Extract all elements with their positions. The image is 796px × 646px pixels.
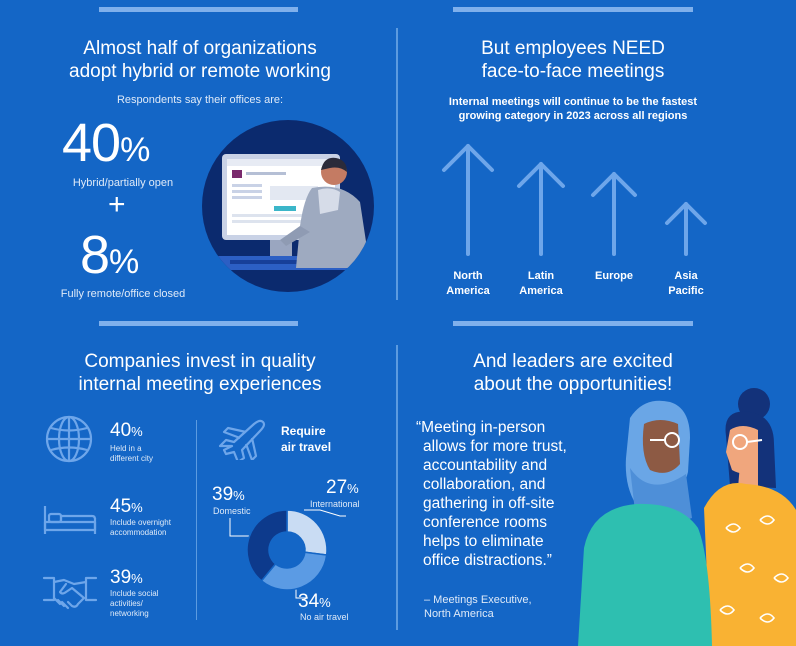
stat-hybrid-label: Hybrid/partially open <box>72 177 174 189</box>
stat-social-value: 39% <box>110 567 143 588</box>
stat-different-city-label: Held in a different city <box>110 444 153 463</box>
panel3-title: Companies invest in quality internal mee… <box>78 351 322 395</box>
donut-international-value: 27% <box>326 477 359 498</box>
region-europe: Europe <box>595 270 633 282</box>
arrow-asia-pacific-icon <box>665 202 707 256</box>
top-bar-right <box>453 7 693 12</box>
two-leaders-illustration <box>578 388 796 646</box>
region-latin-america: Latin America <box>519 270 563 297</box>
plus-sign: + <box>108 188 126 221</box>
divider-inner <box>196 420 197 620</box>
panel1-title: Almost half of organizations adopt hybri… <box>69 38 331 82</box>
stat-remote-label: Fully remote/office closed <box>60 288 186 300</box>
airplane-icon <box>218 419 266 460</box>
mid-bar-left <box>99 321 298 326</box>
handshake-icon <box>42 576 98 610</box>
panel2-title: But employees NEED face-to-face meetings <box>481 38 665 82</box>
stat-overnight-value: 45% <box>110 496 143 517</box>
arrow-latin-america-icon <box>517 162 565 256</box>
donut-none-label: No air travel <box>300 612 349 622</box>
donut-slice-domestic <box>246 509 288 582</box>
stat-social-label: Include social activities/ networking <box>110 589 159 618</box>
person-at-computer-illustration <box>202 120 374 292</box>
stat-hybrid-value: 40% <box>62 113 150 173</box>
quote-attribution: – Meetings Executive, North America <box>424 594 532 620</box>
donut-international-label: International <box>310 499 360 509</box>
donut-slice-none <box>260 551 328 591</box>
stat-different-city-value: 40% <box>110 420 143 441</box>
woman-right-figure <box>704 388 796 646</box>
leader-quote: “Meeting in-person allows for more trust… <box>416 419 567 569</box>
growth-arrows <box>442 144 707 256</box>
divider-top <box>396 28 398 300</box>
panel1-subtitle: Respondents say their offices are: <box>116 94 284 106</box>
region-asia-pacific: Asia Pacific <box>668 270 704 297</box>
donut-domestic-label: Domestic <box>213 506 251 516</box>
donut-domestic-value: 39% <box>212 484 245 505</box>
mid-bar-right <box>453 321 693 326</box>
woman-left-figure <box>578 400 712 646</box>
donut-slice-international <box>286 509 328 556</box>
air-travel-title: Require air travel <box>281 424 332 454</box>
globe-icon <box>45 415 93 463</box>
divider-bottom <box>396 345 398 630</box>
panel4-title: And leaders are excited about the opport… <box>473 351 673 395</box>
panel2-subtitle: Internal meetings will continue to be th… <box>448 96 698 122</box>
stat-overnight-label: Include overnight accommodation <box>110 518 171 537</box>
donut-none-value: 34% <box>298 591 331 612</box>
region-north-america: North America <box>446 270 490 297</box>
top-bar-left <box>99 7 298 12</box>
stat-remote-value: 8% <box>80 225 139 285</box>
air-travel-donut-chart <box>229 509 346 599</box>
arrow-europe-icon <box>591 172 637 256</box>
arrow-north-america-icon <box>442 144 494 256</box>
bed-icon <box>43 506 97 534</box>
